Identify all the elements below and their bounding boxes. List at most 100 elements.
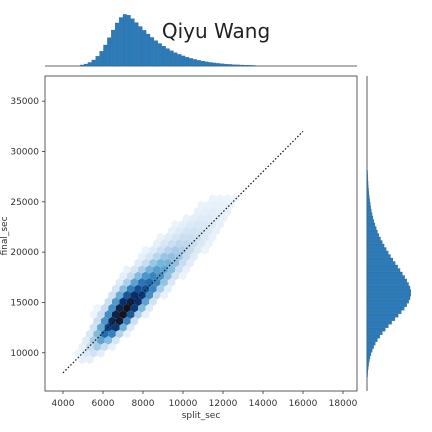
right-hist-bar — [367, 188, 369, 191]
top-hist-bar — [224, 64, 228, 66]
top-hist-bar — [236, 65, 240, 66]
top-hist-bar — [205, 62, 209, 66]
top-hist-bar — [201, 61, 205, 66]
right-hist-bar — [367, 314, 398, 317]
y-axis-ticks: 10000 15000 20000 25000 30000 35000 — [10, 97, 45, 359]
right-hist-bar — [367, 370, 368, 373]
right-hist-bar — [367, 293, 411, 296]
top-hist-bar — [84, 64, 88, 66]
right-hist-bar — [367, 279, 407, 282]
y-tick-label: 20000 — [10, 248, 39, 258]
right-hist-bar — [367, 342, 375, 345]
right-hist-bar — [367, 304, 407, 307]
y-tick-label: 30000 — [10, 147, 39, 157]
right-hist-bar — [367, 339, 377, 342]
right-hist-bar — [367, 178, 368, 181]
right-hist-bar — [367, 328, 385, 331]
top-hist-bar — [248, 65, 252, 66]
top-hist-bar — [209, 62, 213, 66]
right-hist-bar — [367, 374, 368, 377]
right-hist-bar — [367, 318, 395, 321]
right-hist-bar — [367, 174, 368, 177]
top-hist-bar — [100, 51, 104, 66]
right-hist-bar — [367, 321, 392, 324]
right-hist-bar — [367, 325, 388, 328]
right-hist-bar — [367, 171, 368, 174]
top-hist-bar — [115, 23, 119, 66]
top-hist-bar — [92, 60, 96, 66]
top-hist-bar — [217, 63, 221, 66]
top-hist-bar — [127, 15, 131, 66]
top-hist-bar — [228, 64, 232, 66]
top-hist-bar — [166, 49, 170, 66]
top-hist-bar — [154, 41, 158, 66]
x-tick-label: 12000 — [209, 399, 238, 409]
right-hist-bar — [367, 297, 410, 300]
right-hist-bar — [367, 255, 390, 258]
right-hist-bar — [367, 335, 380, 338]
top-hist-bar — [189, 58, 193, 66]
right-hist-bar — [367, 356, 370, 359]
x-axis-ticks: 4000 6000 8000 10000 12000 14000 16000 18000 — [52, 391, 358, 409]
x-tick-label: 16000 — [289, 399, 318, 409]
top-hist-bar — [170, 51, 174, 66]
right-hist-bar — [367, 220, 374, 223]
right-hist-bar — [367, 311, 401, 314]
right-hist-bar — [367, 209, 371, 212]
top-hist-bar — [123, 14, 127, 66]
top-hist-bar — [158, 44, 162, 66]
right-hist-bar — [367, 262, 395, 265]
right-marginal-histogram — [367, 171, 411, 377]
top-hist-bar — [143, 30, 147, 66]
right-hist-bar — [367, 199, 370, 202]
right-hist-bar — [367, 307, 404, 310]
x-tick-label: 18000 — [329, 399, 358, 409]
top-hist-bar — [150, 37, 154, 66]
top-hist-bar — [182, 56, 186, 66]
top-hist-bar — [88, 62, 92, 66]
right-hist-bar — [367, 300, 409, 303]
right-hist-bar — [367, 290, 411, 293]
y-axis-label: final_sec — [0, 216, 10, 255]
x-tick-label: 10000 — [169, 399, 198, 409]
right-hist-bar — [367, 185, 368, 188]
y-tick-label: 35000 — [10, 97, 39, 107]
right-hist-bar — [367, 258, 393, 261]
right-hist-bar — [367, 234, 379, 237]
right-hist-bar — [367, 227, 376, 230]
top-hist-bar — [135, 23, 139, 66]
right-hist-bar — [367, 286, 410, 289]
x-tick-label: 4000 — [52, 399, 75, 409]
top-hist-bar — [185, 57, 189, 66]
right-hist-bar — [367, 360, 369, 363]
right-hist-bar — [367, 202, 370, 205]
right-hist-bar — [367, 241, 382, 244]
top-hist-bar — [111, 30, 115, 66]
top-hist-bar — [96, 56, 100, 66]
right-hist-bar — [367, 265, 398, 268]
top-hist-bar — [80, 65, 84, 66]
right-hist-bar — [367, 195, 369, 198]
right-hist-bar — [367, 248, 386, 251]
right-hist-bar — [367, 269, 400, 272]
right-hist-bar — [367, 353, 371, 356]
right-hist-bar — [367, 230, 377, 233]
top-hist-bar — [107, 38, 111, 66]
top-hist-bar — [104, 45, 108, 66]
y-tick-label: 15000 — [10, 298, 39, 308]
y-tick-label: 10000 — [10, 349, 39, 359]
right-hist-bar — [367, 251, 388, 254]
top-hist-bar — [240, 65, 244, 66]
right-hist-bar — [367, 244, 384, 247]
x-axis-label: split_sec — [182, 411, 221, 421]
y-tick-label: 25000 — [10, 198, 39, 208]
top-hist-bar — [221, 64, 225, 66]
top-hist-bar — [213, 63, 217, 66]
right-hist-bar — [367, 367, 368, 370]
right-hist-bar — [367, 181, 368, 184]
top-hist-bar — [252, 65, 256, 66]
top-hist-bar — [131, 19, 135, 66]
right-hist-bar — [367, 213, 372, 216]
right-hist-bar — [367, 216, 373, 219]
right-hist-bar — [367, 349, 372, 352]
